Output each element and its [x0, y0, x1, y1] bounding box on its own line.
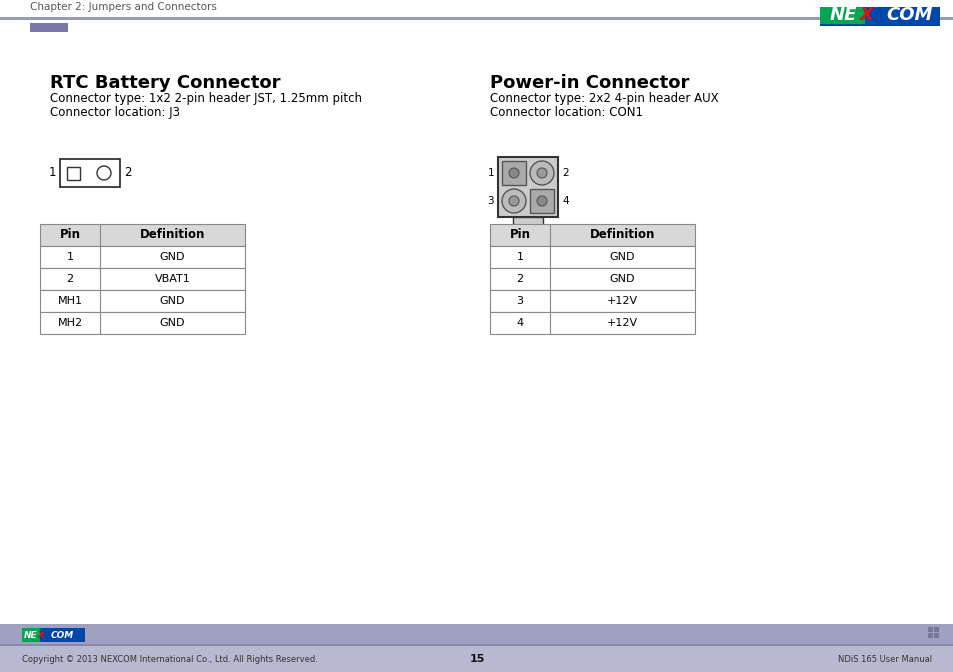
Text: COM: COM — [51, 630, 73, 640]
Text: 4: 4 — [561, 196, 568, 206]
Bar — [490, 268, 695, 290]
Bar — [60, 159, 120, 187]
Text: 3: 3 — [516, 296, 523, 306]
Circle shape — [530, 161, 554, 185]
Text: 15: 15 — [469, 654, 484, 664]
Bar — [98, 161, 110, 169]
Bar — [933, 627, 938, 632]
Circle shape — [509, 196, 518, 206]
Text: Chapter 2: Jumpers and Connectors: Chapter 2: Jumpers and Connectors — [30, 2, 216, 12]
Bar — [490, 224, 695, 246]
Text: Connector location: CON1: Connector location: CON1 — [490, 106, 642, 119]
Text: GND: GND — [159, 318, 185, 328]
Bar — [30, 23, 68, 32]
Text: 1: 1 — [67, 252, 73, 262]
Text: 2: 2 — [67, 274, 73, 284]
Bar — [820, 24, 939, 26]
Text: MH2: MH2 — [57, 318, 83, 328]
Text: 3: 3 — [487, 196, 494, 206]
Text: Connector location: J3: Connector location: J3 — [50, 106, 180, 119]
Text: 1: 1 — [487, 168, 494, 178]
Bar — [40, 224, 245, 246]
Bar — [501, 161, 525, 185]
Text: RTC Battery Connector: RTC Battery Connector — [50, 74, 280, 92]
Text: Definition: Definition — [140, 228, 205, 241]
Bar — [40, 290, 245, 312]
Text: X: X — [37, 630, 45, 640]
Bar — [927, 627, 932, 632]
Text: 2: 2 — [516, 274, 523, 284]
Bar — [490, 246, 695, 268]
Text: NE: NE — [24, 630, 38, 640]
Text: NDiS 165 User Manual: NDiS 165 User Manual — [837, 655, 931, 663]
Text: GND: GND — [159, 296, 185, 306]
Text: 2: 2 — [124, 167, 132, 179]
Bar — [490, 312, 695, 334]
Text: 4: 4 — [516, 318, 523, 328]
Bar — [864, 7, 939, 24]
Bar — [0, 17, 953, 20]
Text: GND: GND — [609, 274, 635, 284]
Text: VBAT1: VBAT1 — [154, 274, 191, 284]
Bar — [40, 628, 85, 642]
Text: X: X — [860, 7, 873, 24]
Circle shape — [509, 168, 518, 178]
Bar — [820, 7, 864, 24]
Bar — [927, 633, 932, 638]
Text: 1: 1 — [49, 167, 56, 179]
Bar — [0, 644, 953, 646]
Text: Pin: Pin — [59, 228, 80, 241]
Bar — [67, 167, 80, 180]
Bar — [933, 633, 938, 638]
Text: +12V: +12V — [606, 318, 638, 328]
Text: GND: GND — [159, 252, 185, 262]
Bar — [40, 312, 245, 334]
Text: Pin: Pin — [509, 228, 530, 241]
Text: GND: GND — [609, 252, 635, 262]
Text: +12V: +12V — [606, 296, 638, 306]
Bar — [530, 189, 554, 213]
Bar — [490, 290, 695, 312]
Circle shape — [537, 196, 546, 206]
Bar — [0, 644, 953, 672]
Text: COM: COM — [886, 7, 932, 24]
Text: Copyright © 2013 NEXCOM International Co., Ltd. All Rights Reserved.: Copyright © 2013 NEXCOM International Co… — [22, 655, 317, 663]
Text: NE: NE — [828, 7, 856, 24]
Circle shape — [537, 168, 546, 178]
Text: Connector type: 2x2 4-pin header AUX: Connector type: 2x2 4-pin header AUX — [490, 92, 718, 105]
Bar — [40, 268, 245, 290]
Circle shape — [501, 189, 525, 213]
Bar — [22, 628, 40, 642]
Bar — [0, 624, 953, 644]
Bar — [40, 246, 245, 268]
Text: Definition: Definition — [589, 228, 655, 241]
Text: 2: 2 — [561, 168, 568, 178]
Text: Connector type: 1x2 2-pin header JST, 1.25mm pitch: Connector type: 1x2 2-pin header JST, 1.… — [50, 92, 361, 105]
Text: MH1: MH1 — [57, 296, 82, 306]
Text: 1: 1 — [516, 252, 523, 262]
Text: Power-in Connector: Power-in Connector — [490, 74, 689, 92]
Bar — [66, 161, 78, 169]
Bar — [513, 217, 542, 226]
Bar — [497, 157, 558, 217]
Circle shape — [97, 166, 111, 180]
